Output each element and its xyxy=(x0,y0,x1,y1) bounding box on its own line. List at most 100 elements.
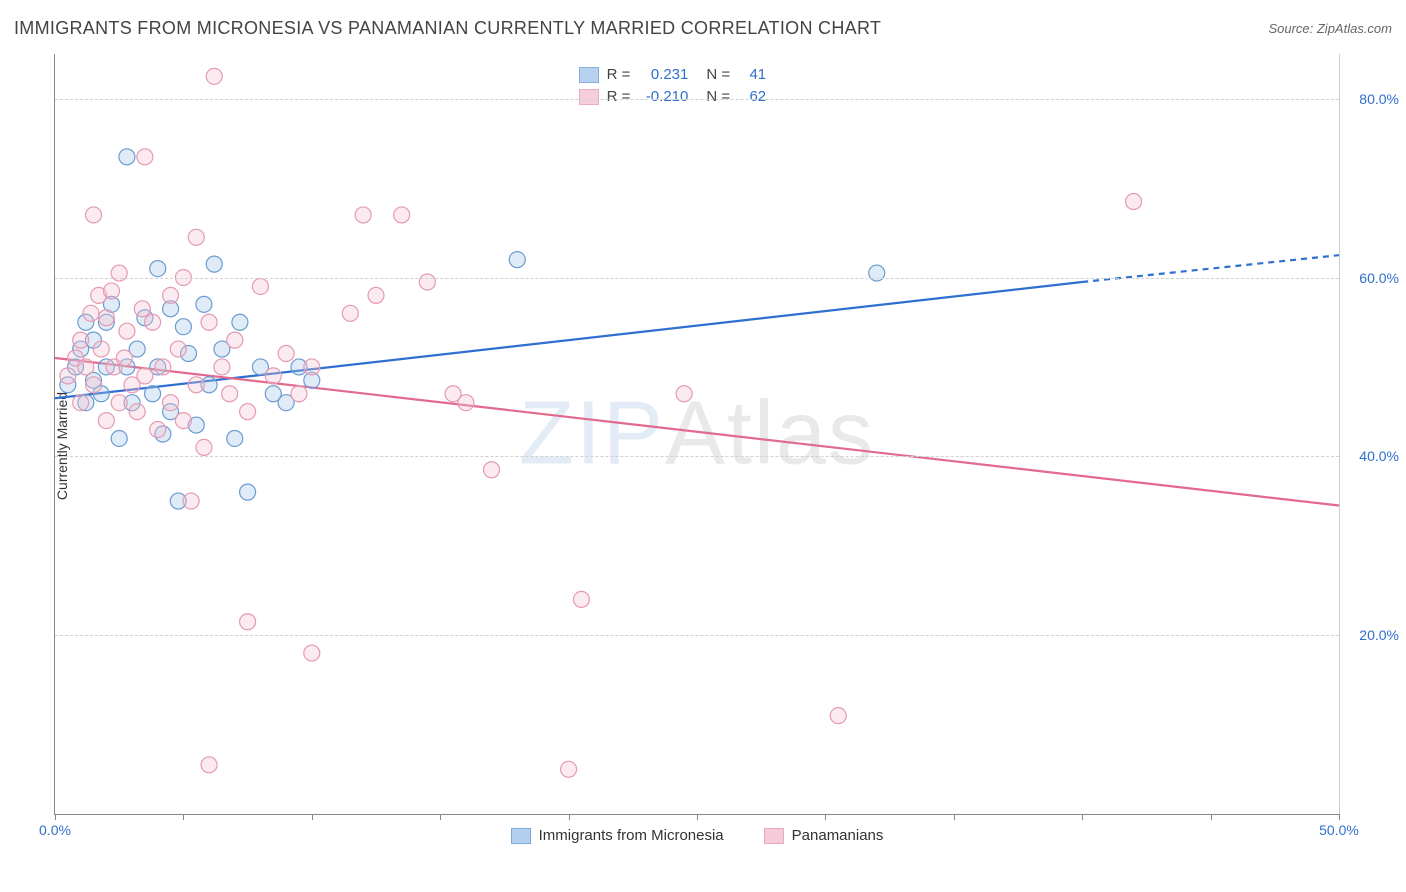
x-tick-label: 50.0% xyxy=(1319,822,1359,838)
grid-line xyxy=(55,99,1339,100)
x-tick-mark xyxy=(440,814,441,820)
scatter-point-panamanian xyxy=(175,413,191,429)
scatter-point-panamanian xyxy=(676,386,692,402)
scatter-point-panamanian xyxy=(155,359,171,375)
scatter-point-panamanian xyxy=(252,278,268,294)
bottom-legend-label: Panamanians xyxy=(792,827,884,844)
scatter-point-panamanian xyxy=(188,229,204,245)
bottom-legend-item-micronesia: Immigrants from Micronesia xyxy=(511,827,724,844)
scatter-point-panamanian xyxy=(355,207,371,223)
scatter-point-panamanian xyxy=(98,413,114,429)
scatter-point-panamanian xyxy=(73,395,89,411)
x-tick-mark xyxy=(1211,814,1212,820)
chart-title: IMMIGRANTS FROM MICRONESIA VS PANAMANIAN… xyxy=(14,18,881,39)
scatter-point-micronesia xyxy=(240,484,256,500)
scatter-point-panamanian xyxy=(484,462,500,478)
y-tick-label: 80.0% xyxy=(1349,91,1399,107)
scatter-point-panamanian xyxy=(342,305,358,321)
scatter-point-panamanian xyxy=(240,614,256,630)
scatter-point-panamanian xyxy=(573,591,589,607)
scatter-point-panamanian xyxy=(368,287,384,303)
scatter-point-panamanian xyxy=(86,377,102,393)
scatter-point-panamanian xyxy=(73,332,89,348)
right-axis-line xyxy=(1339,54,1340,814)
bottom-legend-item-panamanian: Panamanians xyxy=(764,827,884,844)
regression-line-panamanian xyxy=(55,358,1339,506)
x-tick-mark xyxy=(697,814,698,820)
scatter-point-panamanian xyxy=(419,274,435,290)
x-tick-mark xyxy=(825,814,826,820)
scatter-point-panamanian xyxy=(116,350,132,366)
scatter-point-panamanian xyxy=(137,149,153,165)
grid-line xyxy=(55,635,1339,636)
scatter-point-micronesia xyxy=(150,261,166,277)
x-tick-label: 0.0% xyxy=(39,822,71,838)
x-tick-mark xyxy=(1082,814,1083,820)
stats-N-value: 62 xyxy=(738,86,766,108)
scatter-point-micronesia xyxy=(232,314,248,330)
scatter-point-panamanian xyxy=(201,757,217,773)
scatter-point-panamanian xyxy=(227,332,243,348)
legend-swatch-micronesia xyxy=(579,67,599,83)
scatter-point-micronesia xyxy=(227,430,243,446)
stats-legend: R =0.231N =41R =-0.210N =62 xyxy=(569,60,777,114)
scatter-point-panamanian xyxy=(119,323,135,339)
y-tick-label: 20.0% xyxy=(1349,627,1399,643)
legend-swatch-panamanian xyxy=(579,89,599,105)
scatter-point-panamanian xyxy=(93,341,109,357)
stats-legend-row-panamanian: R =-0.210N =62 xyxy=(579,86,767,108)
x-tick-mark xyxy=(954,814,955,820)
scatter-point-micronesia xyxy=(175,319,191,335)
scatter-point-micronesia xyxy=(869,265,885,281)
x-tick-mark xyxy=(183,814,184,820)
scatter-point-panamanian xyxy=(86,207,102,223)
scatter-point-panamanian xyxy=(278,346,294,362)
scatter-point-micronesia xyxy=(111,430,127,446)
scatter-point-micronesia xyxy=(509,252,525,268)
legend-swatch-panamanian xyxy=(764,828,784,844)
scatter-point-panamanian xyxy=(111,395,127,411)
scatter-point-micronesia xyxy=(206,256,222,272)
scatter-point-panamanian xyxy=(394,207,410,223)
stats-R-label: R = xyxy=(607,86,631,108)
scatter-point-micronesia xyxy=(119,149,135,165)
scatter-point-panamanian xyxy=(163,395,179,411)
scatter-point-panamanian xyxy=(129,404,145,420)
scatter-point-panamanian xyxy=(304,359,320,375)
scatter-point-panamanian xyxy=(103,283,119,299)
stats-R-value: 0.231 xyxy=(638,64,688,86)
scatter-point-panamanian xyxy=(222,386,238,402)
scatter-point-panamanian xyxy=(83,305,99,321)
scatter-point-panamanian xyxy=(98,310,114,326)
scatter-point-panamanian xyxy=(170,341,186,357)
grid-line xyxy=(55,278,1339,279)
bottom-legend: Immigrants from Micronesia Panamanians xyxy=(55,827,1339,844)
x-tick-mark xyxy=(569,814,570,820)
x-tick-mark xyxy=(1339,814,1340,820)
scatter-point-micronesia xyxy=(145,386,161,402)
scatter-point-panamanian xyxy=(111,265,127,281)
source-label: Source: xyxy=(1268,21,1316,36)
scatter-point-panamanian xyxy=(201,314,217,330)
legend-swatch-micronesia xyxy=(511,828,531,844)
bottom-legend-label: Immigrants from Micronesia xyxy=(539,827,724,844)
scatter-point-panamanian xyxy=(214,359,230,375)
scatter-point-panamanian xyxy=(304,645,320,661)
stats-N-label: N = xyxy=(706,64,730,86)
scatter-point-panamanian xyxy=(1126,194,1142,210)
x-tick-mark xyxy=(55,814,56,820)
scatter-point-panamanian xyxy=(150,422,166,438)
grid-line xyxy=(55,456,1339,457)
source-credit: Source: ZipAtlas.com xyxy=(1268,21,1392,36)
scatter-point-panamanian xyxy=(196,439,212,455)
scatter-point-panamanian xyxy=(183,493,199,509)
scatter-point-panamanian xyxy=(145,314,161,330)
scatter-point-panamanian xyxy=(206,68,222,84)
stats-R-label: R = xyxy=(607,64,631,86)
x-tick-mark xyxy=(312,814,313,820)
scatter-point-panamanian xyxy=(561,761,577,777)
stats-R-value: -0.210 xyxy=(638,86,688,108)
y-tick-label: 60.0% xyxy=(1349,270,1399,286)
scatter-point-panamanian xyxy=(830,708,846,724)
scatter-point-panamanian xyxy=(240,404,256,420)
